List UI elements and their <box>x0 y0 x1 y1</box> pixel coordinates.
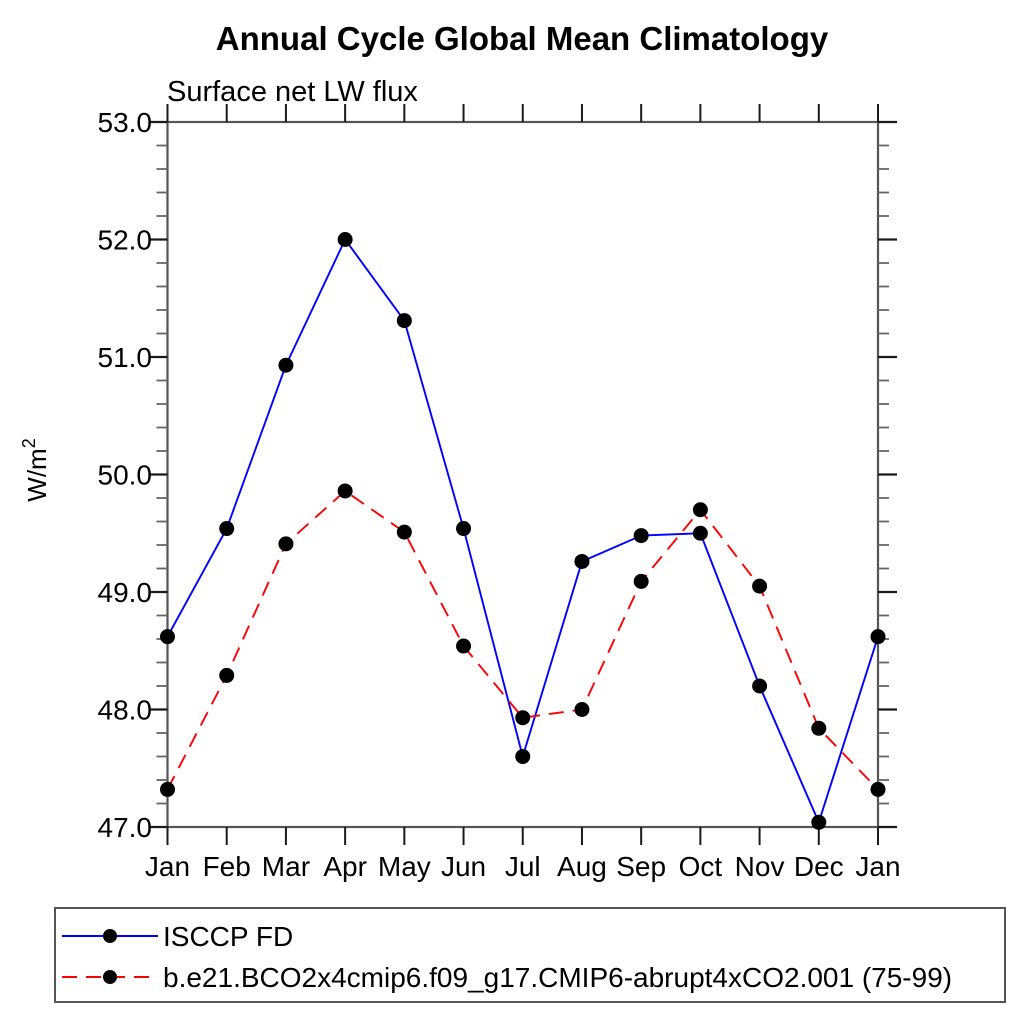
x-axis-tick-label: Dec <box>794 851 844 882</box>
legend: ISCCP FD b.e21.BCO2x4cmip6.f09_g17.CMIP6-… <box>54 907 1006 1003</box>
x-axis-tick-label: Feb <box>203 851 251 882</box>
series-0-marker <box>337 232 353 247</box>
x-axis-tick-label: Jun <box>441 851 486 882</box>
y-axis-label: W/m2 <box>19 438 52 501</box>
series-1-marker <box>396 524 412 540</box>
x-axis-tick-label: Mar <box>262 851 310 882</box>
x-axis-tick-label: Jul <box>505 851 541 882</box>
x-axis-tick-label: May <box>378 851 431 882</box>
series-0-marker <box>278 357 294 373</box>
y-axis-tick-label: 53.0 <box>98 107 153 138</box>
y-axis-tick-label: 48.0 <box>98 695 153 726</box>
x-axis-tick-label: Aug <box>557 851 607 882</box>
series-0-marker <box>396 313 412 329</box>
y-axis-tick-label: 50.0 <box>98 460 153 491</box>
series-0-marker <box>692 525 708 541</box>
x-axis-tick-label: Jan <box>145 851 190 882</box>
series-1-marker <box>456 638 472 654</box>
series-1-marker <box>515 710 531 726</box>
chart-subtitle: Surface net LW flux <box>167 76 418 108</box>
series-1-marker <box>219 667 235 683</box>
x-axis-tick-label: Sep <box>616 851 666 882</box>
series-1-marker <box>278 536 294 552</box>
series-1-marker <box>811 720 827 736</box>
series-1-marker <box>870 781 886 797</box>
series-1-marker <box>337 483 353 499</box>
x-axis-tick-label: Jan <box>855 851 900 882</box>
series-0-marker <box>574 553 590 569</box>
series-1-marker <box>752 578 768 594</box>
series-0-marker <box>160 629 175 645</box>
series-0-marker <box>870 629 886 645</box>
series-1-marker <box>692 502 708 518</box>
y-axis-tick-label: 51.0 <box>98 342 153 373</box>
series-0-marker <box>515 749 531 764</box>
legend-label: ISCCP FD <box>163 921 293 952</box>
y-axis-tick-label: 52.0 <box>98 225 153 256</box>
y-axis-tick-label: 47.0 <box>98 812 153 843</box>
series-0-marker <box>752 678 768 694</box>
series-line-0 <box>166 237 879 825</box>
series-1-marker <box>633 573 649 589</box>
legend-marker <box>103 970 117 984</box>
series-1-marker <box>160 781 175 797</box>
series-line-1 <box>166 489 879 791</box>
series-0-marker <box>811 814 827 830</box>
legend-marker <box>103 929 117 943</box>
series-1-marker <box>574 702 590 717</box>
series-0-marker <box>456 521 472 537</box>
series-0-marker <box>219 521 235 537</box>
legend-box <box>54 907 1006 1003</box>
chart-title: Annual Cycle Global Mean Climatology <box>216 20 829 57</box>
x-axis-tick-label: Nov <box>735 851 785 882</box>
x-axis-tick-label: Apr <box>323 851 367 882</box>
series-0-marker <box>633 528 649 544</box>
y-axis-tick-label: 49.0 <box>98 577 153 608</box>
x-axis-tick-label: Oct <box>679 851 723 882</box>
legend-label: b.e21.BCO2x4cmip6.f09_g17.CMIP6-abrupt4x… <box>163 962 952 993</box>
